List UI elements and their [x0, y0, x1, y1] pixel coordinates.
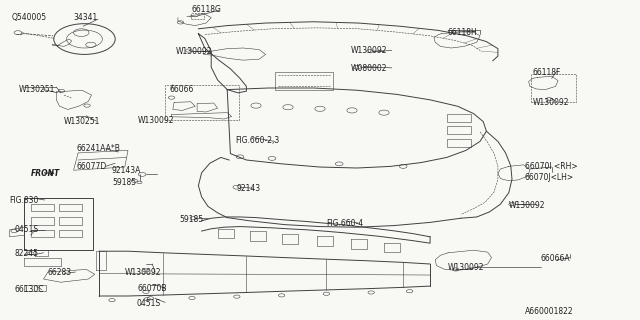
Text: FIG.830: FIG.830 — [10, 196, 39, 205]
Bar — [59, 230, 82, 237]
Text: FRONT: FRONT — [31, 169, 60, 178]
Text: FIG.660-2,3: FIG.660-2,3 — [236, 136, 280, 145]
Text: 0451S: 0451S — [136, 299, 161, 308]
Text: A660001822: A660001822 — [525, 307, 573, 316]
Text: 34341: 34341 — [74, 13, 98, 22]
Bar — [165, 85, 239, 120]
Text: 66070J<LH>: 66070J<LH> — [525, 173, 574, 182]
Bar — [31, 217, 54, 225]
Text: FIG.660-4: FIG.660-4 — [326, 220, 364, 228]
Text: 66077D: 66077D — [77, 162, 107, 171]
Text: W130092: W130092 — [125, 268, 161, 277]
Text: W130092: W130092 — [448, 263, 484, 272]
Bar — [447, 114, 471, 122]
Text: 59185: 59185 — [112, 178, 136, 187]
Text: 59185: 59185 — [179, 215, 204, 224]
Bar — [447, 126, 471, 134]
Text: W080002: W080002 — [351, 64, 387, 73]
Bar — [531, 74, 576, 102]
Text: W130251: W130251 — [19, 85, 56, 94]
Text: 66118H: 66118H — [448, 28, 477, 36]
Text: W130092: W130092 — [176, 47, 212, 56]
Text: 92143: 92143 — [237, 184, 261, 193]
Text: W130092: W130092 — [532, 98, 569, 107]
Text: 66283: 66283 — [48, 268, 72, 277]
Text: 66070I <RH>: 66070I <RH> — [525, 162, 577, 171]
Text: W130251: W130251 — [64, 117, 100, 126]
Text: 0451S: 0451S — [14, 225, 38, 234]
Text: W130092: W130092 — [138, 116, 174, 124]
Text: W130092: W130092 — [351, 46, 387, 55]
Text: 66066A: 66066A — [541, 254, 570, 263]
Text: 66130C: 66130C — [14, 285, 44, 294]
Text: 66241AA*B: 66241AA*B — [77, 144, 121, 153]
Text: Q540005: Q540005 — [12, 13, 47, 22]
Bar — [31, 204, 54, 211]
Text: W130092: W130092 — [509, 201, 545, 210]
Text: 66066: 66066 — [170, 85, 194, 94]
Bar — [59, 204, 82, 211]
Text: 66118F: 66118F — [532, 68, 561, 76]
Text: 92143A: 92143A — [112, 166, 141, 175]
Bar — [447, 139, 471, 147]
Bar — [275, 72, 333, 90]
Bar — [59, 217, 82, 225]
Text: 66118G: 66118G — [192, 5, 222, 14]
Text: 82245: 82245 — [14, 249, 38, 258]
Text: 66070B: 66070B — [138, 284, 167, 293]
Bar — [31, 230, 54, 237]
